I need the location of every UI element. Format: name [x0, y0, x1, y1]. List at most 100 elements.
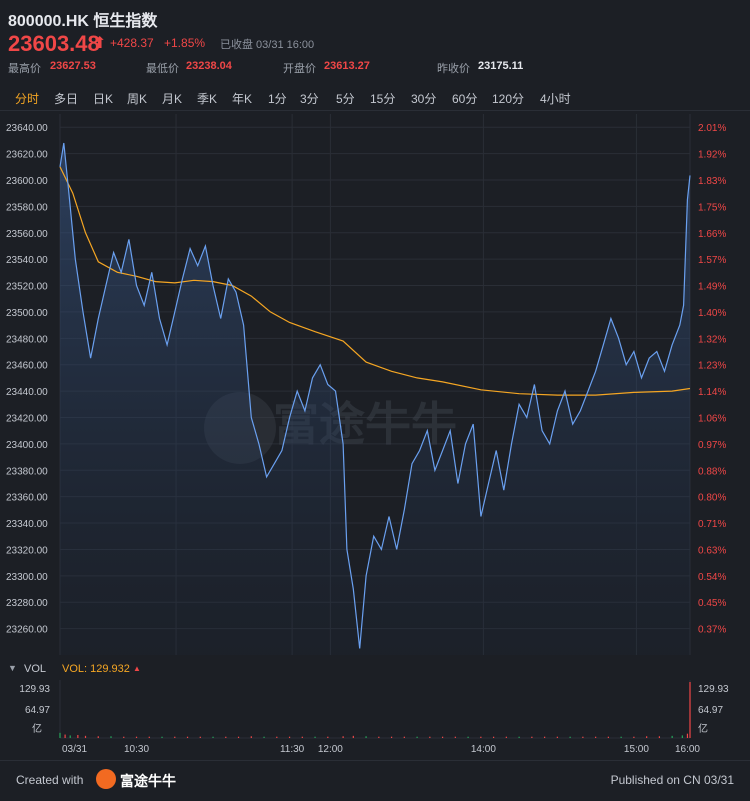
volume-bar	[161, 736, 163, 738]
tab-120min[interactable]: 120分	[492, 92, 525, 106]
volume-bar	[212, 736, 214, 738]
triangle-up-icon: ▲	[133, 664, 141, 673]
tab-quarterly-k[interactable]: 季K	[197, 92, 218, 106]
volume-bar	[365, 736, 367, 738]
tab-monthly-k[interactable]: 月K	[162, 92, 183, 106]
volume-bar	[493, 736, 495, 738]
price-chart[interactable]: 富途牛牛 23640.0023620.0023600.0023580.00235…	[0, 110, 750, 660]
volume-bar	[378, 736, 380, 738]
volume-bar	[135, 736, 138, 738]
y-tick-label: 23620.00	[6, 150, 48, 161]
last-price: 23603.48	[8, 31, 100, 56]
tab-weekly-k[interactable]: 周K	[127, 92, 148, 106]
y-tick-label: 23540.00	[6, 255, 48, 266]
y-tick-label: 23480.00	[6, 334, 48, 345]
volume-header: ▼ VOL VOL: 129.932 ▲	[0, 660, 750, 680]
volume-bar	[556, 736, 558, 738]
tab-multi-day[interactable]: 多日	[54, 92, 79, 106]
volume-bar	[531, 736, 533, 738]
price-line	[59, 142, 691, 649]
y-right-tick-label: 0.37%	[698, 625, 726, 636]
tab-yearly-k[interactable]: 年K	[232, 92, 253, 106]
volume-bar	[467, 736, 469, 738]
y-axis-right: 2.01% 1.92% 1.83% 1.75% 1.66% 1.57% 1.49% 1.40%…	[698, 123, 726, 635]
y-right-tick-label: 1.66%	[698, 229, 726, 240]
y-tick-label: 23280.00	[6, 598, 48, 609]
volume-bar	[686, 733, 689, 738]
volume-mid-left: 64.97	[25, 705, 50, 716]
x-tick-label: 11:30	[280, 744, 305, 755]
volume-value: VOL: 129.932	[62, 663, 130, 675]
y-right-tick-label: 0.63%	[698, 545, 726, 556]
y-tick-label: 23460.00	[6, 361, 48, 372]
volume-bar	[429, 736, 431, 738]
tab-15min[interactable]: 15分	[370, 92, 396, 106]
volume-bar	[276, 736, 278, 738]
volume-bar	[441, 736, 444, 738]
tab-30min[interactable]: 30分	[411, 92, 437, 106]
y-right-tick-label: 0.80%	[698, 493, 726, 504]
volume-bar	[110, 736, 112, 738]
stat-value-high: 23627.53	[50, 60, 96, 72]
tab-5min[interactable]: 5分	[336, 92, 355, 106]
tab-3min[interactable]: 3分	[300, 92, 319, 106]
stat-value-prev-close: 23175.11	[478, 60, 524, 72]
footer: Created with 富途牛牛 Published on CN 03/31	[0, 760, 750, 801]
volume-bar	[148, 736, 150, 738]
volume-bar	[186, 736, 189, 738]
y-right-tick-label: 0.88%	[698, 466, 726, 477]
price-change-pct: +1.85%	[164, 36, 206, 50]
volume-bar	[403, 736, 405, 738]
volume-bar	[69, 735, 71, 738]
chevron-down-icon[interactable]: ▼	[8, 663, 17, 673]
stat-label-low: 最低价	[146, 63, 179, 75]
y-right-tick-label: 1.32%	[698, 334, 726, 345]
volume-bar	[658, 736, 660, 738]
tab-60min[interactable]: 60分	[452, 92, 478, 106]
volume-bar	[607, 736, 609, 738]
y-tick-label: 23380.00	[6, 466, 48, 477]
y-tick-label: 23640.00	[6, 123, 48, 134]
volume-bar	[390, 736, 393, 738]
period-tabs: 分时 多日 日K 周K 月K 季K 年K 1分 3分 5分 15分 30分 60…	[0, 86, 750, 111]
y-tick-label: 23300.00	[6, 572, 48, 583]
volume-bar	[225, 736, 227, 738]
volume-bar	[505, 736, 507, 738]
volume-bar	[569, 736, 571, 738]
page-title: 800000.HK 恒生指数	[8, 13, 158, 30]
y-tick-label: 23340.00	[6, 519, 48, 530]
tab-daily-k[interactable]: 日K	[93, 92, 114, 106]
volume-bar	[263, 736, 265, 738]
y-tick-label: 23520.00	[6, 282, 48, 293]
volume-bar	[689, 682, 691, 738]
y-tick-label: 23440.00	[6, 387, 48, 398]
y-right-tick-label: 0.45%	[698, 598, 726, 609]
y-right-tick-label: 1.40%	[698, 308, 726, 319]
volume-bar	[352, 735, 354, 738]
volume-chart[interactable]: 129.93 64.97 亿 129.93 64.97 亿	[0, 680, 750, 740]
x-tick-label: 15:00	[624, 744, 649, 755]
y-right-tick-label: 0.54%	[698, 572, 726, 583]
volume-bar	[582, 736, 584, 738]
tab-4hour[interactable]: 4小时	[540, 92, 571, 106]
volume-bar	[250, 736, 252, 738]
volume-bar	[633, 736, 635, 738]
futu-brand: 富途牛牛	[120, 773, 176, 789]
volume-bar	[84, 735, 87, 738]
y-axis-left: 23640.00 23620.00 23600.00 23580.00 23560.00…	[6, 123, 48, 635]
y-right-tick-label: 1.83%	[698, 176, 726, 187]
x-tick-label: 16:00	[675, 744, 700, 755]
y-tick-label: 23360.00	[6, 493, 48, 504]
volume-bar	[301, 736, 303, 738]
volume-bar	[518, 736, 520, 738]
y-right-tick-label: 1.14%	[698, 387, 726, 398]
volume-label: VOL	[24, 663, 47, 675]
market-status: 已收盘 03/31 16:00	[220, 39, 315, 51]
volume-max-right: 129.93	[698, 684, 729, 695]
volume-bar	[681, 735, 683, 738]
volume-bar	[288, 736, 291, 738]
tab-intraday[interactable]: 分时	[15, 92, 40, 106]
volume-bar	[480, 736, 482, 738]
y-right-tick-label: 1.23%	[698, 361, 726, 372]
tab-1min[interactable]: 1分	[268, 92, 287, 106]
